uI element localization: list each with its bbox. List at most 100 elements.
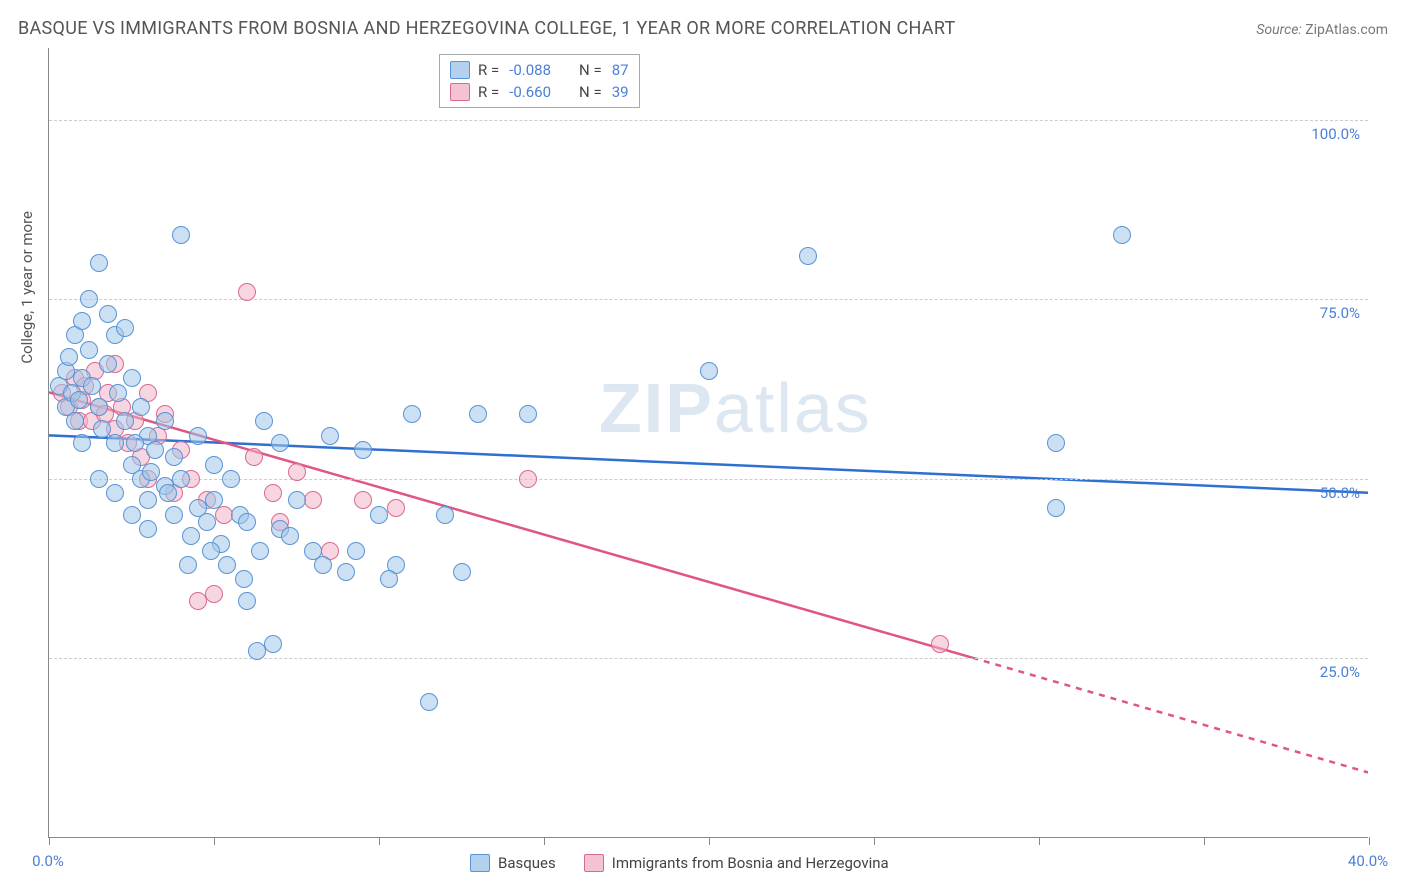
ytick-label: 75.0%	[1320, 304, 1360, 322]
xtick-label: 40.0%	[1348, 852, 1388, 870]
data-point	[235, 570, 253, 588]
data-point	[403, 405, 421, 423]
xtick	[874, 837, 875, 845]
data-point	[304, 491, 322, 509]
data-point	[116, 412, 134, 430]
data-point	[314, 556, 332, 574]
data-point	[519, 405, 537, 423]
swatch-blue-icon	[470, 854, 490, 872]
data-point	[139, 520, 157, 538]
legend-stats: R = -0.088 N = 87 R = -0.660 N = 39	[439, 54, 640, 108]
gridline	[49, 658, 1368, 659]
data-point	[99, 305, 117, 323]
legend-stats-row-bosnia: R = -0.660 N = 39	[450, 81, 629, 103]
xtick	[379, 837, 380, 845]
data-point	[156, 412, 174, 430]
data-point	[1113, 226, 1131, 244]
data-point	[123, 506, 141, 524]
ytick-label: 50.0%	[1320, 484, 1360, 502]
data-point	[66, 412, 84, 430]
data-point	[198, 513, 216, 531]
data-point	[182, 527, 200, 545]
data-point	[354, 441, 372, 459]
source-link[interactable]: ZipAtlas.com	[1305, 22, 1388, 38]
watermark: ZIPatlas	[599, 368, 872, 448]
data-point	[380, 570, 398, 588]
data-point	[205, 456, 223, 474]
data-point	[238, 592, 256, 610]
data-point	[189, 592, 207, 610]
data-point	[281, 527, 299, 545]
r-value-basques: -0.088	[509, 61, 551, 79]
data-point	[354, 491, 372, 509]
legend-item-bosnia: Immigrants from Bosnia and Herzegovina	[584, 854, 889, 872]
scatter-chart: ZIPatlas R = -0.088 N = 87 R = -0.660 N …	[48, 48, 1368, 838]
xtick	[709, 837, 710, 845]
legend-label-bosnia: Immigrants from Bosnia and Herzegovina	[612, 854, 889, 872]
xtick	[544, 837, 545, 845]
data-point	[337, 563, 355, 581]
data-point	[93, 420, 111, 438]
data-point	[288, 463, 306, 481]
data-point	[288, 491, 306, 509]
r-label: R =	[478, 61, 499, 79]
gridline	[49, 479, 1368, 480]
data-point	[90, 398, 108, 416]
data-point	[420, 693, 438, 711]
source-prefix: Source:	[1256, 22, 1305, 38]
source-attribution: Source: ZipAtlas.com	[1256, 22, 1388, 38]
data-point	[248, 642, 266, 660]
legend-label-basques: Basques	[498, 854, 556, 872]
data-point	[436, 506, 454, 524]
regression-lines	[49, 48, 1368, 837]
data-point	[139, 491, 157, 509]
xtick	[214, 837, 215, 845]
data-point	[799, 247, 817, 265]
legend-stats-row-basques: R = -0.088 N = 87	[450, 59, 629, 81]
data-point	[70, 391, 88, 409]
data-point	[172, 470, 190, 488]
data-point	[255, 412, 273, 430]
data-point	[264, 484, 282, 502]
data-point	[165, 506, 183, 524]
data-point	[387, 499, 405, 517]
data-point	[142, 463, 160, 481]
data-point	[80, 290, 98, 308]
swatch-pink-icon	[450, 83, 470, 101]
data-point	[205, 491, 223, 509]
data-point	[126, 434, 144, 452]
data-point	[60, 348, 78, 366]
legend-item-basques: Basques	[470, 854, 556, 872]
n-value-basques: 87	[612, 61, 629, 79]
data-point	[370, 506, 388, 524]
data-point	[106, 484, 124, 502]
legend-series: Basques Immigrants from Bosnia and Herze…	[470, 854, 889, 872]
data-point	[347, 542, 365, 560]
data-point	[179, 556, 197, 574]
data-point	[159, 484, 177, 502]
data-point	[165, 448, 183, 466]
data-point	[116, 319, 134, 337]
data-point	[106, 434, 124, 452]
y-axis-label: College, 1 year or more	[18, 211, 36, 364]
data-point	[189, 427, 207, 445]
data-point	[931, 635, 949, 653]
xtick	[1039, 837, 1040, 845]
n-label: N =	[579, 83, 602, 101]
data-point	[99, 355, 117, 373]
data-point	[90, 470, 108, 488]
data-point	[80, 341, 98, 359]
data-point	[202, 542, 220, 560]
r-value-bosnia: -0.660	[509, 83, 551, 101]
data-point	[218, 556, 236, 574]
data-point	[519, 470, 537, 488]
n-value-bosnia: 39	[612, 83, 629, 101]
n-label: N =	[579, 61, 602, 79]
data-point	[132, 398, 150, 416]
data-point	[172, 226, 190, 244]
data-point	[469, 405, 487, 423]
watermark-bold: ZIP	[599, 369, 714, 447]
data-point	[222, 470, 240, 488]
data-point	[123, 369, 141, 387]
data-point	[109, 384, 127, 402]
